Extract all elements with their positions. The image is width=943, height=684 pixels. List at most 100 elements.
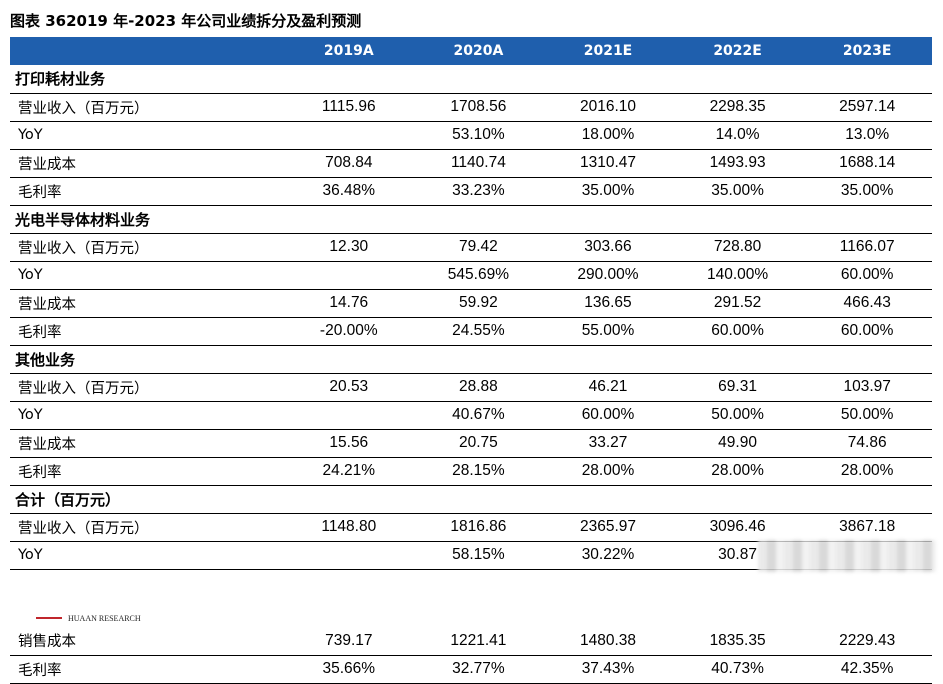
- row-label: 营业收入（百万元）: [18, 100, 149, 117]
- cell-value: 35.00%: [840, 182, 894, 199]
- section-header-row: 合计（百万元）: [10, 485, 932, 513]
- cell-value: 1148.80: [321, 518, 377, 535]
- cell-value: 60.00%: [840, 322, 894, 339]
- row-label: 毛利率: [18, 662, 62, 679]
- table-row: 营业成本 708.84 1140.74 1310.47 1493.93 1688.14: [10, 149, 932, 177]
- cell-value: 28.00%: [581, 462, 635, 479]
- cell-value: 20.53: [329, 378, 369, 395]
- cell-value: 40.67%: [452, 406, 505, 423]
- section-title: 打印耗材业务: [15, 70, 106, 89]
- row-label: YoY: [18, 267, 43, 283]
- blurred-watermark-overlay: [758, 540, 936, 572]
- cell-value: 1688.14: [839, 154, 896, 171]
- cell-value: 50.00%: [711, 406, 764, 423]
- cost-margin-table: 销售成本 739.17 1221.41 1480.38 1835.35 2229.43 毛利…: [10, 627, 932, 684]
- figure-caption: 图表 362019 年-2023 年公司业绩拆分及盈利预测: [10, 12, 362, 30]
- cell-value: 20.75: [458, 434, 498, 451]
- table-row: 毛利率 24.21% 28.15% 28.00% 28.00% 28.00%: [10, 457, 932, 485]
- cell-value: 1835.35: [709, 631, 766, 649]
- row-label: 毛利率: [18, 324, 62, 341]
- cell-value: 13.0%: [845, 126, 890, 143]
- cell-value: 1221.41: [450, 631, 507, 649]
- cell-value: 1166.07: [839, 238, 895, 255]
- cell-value: 37.43%: [581, 660, 635, 677]
- section-title: 其他业务: [15, 350, 76, 369]
- cell-value: 1816.86: [450, 518, 507, 535]
- cell-value: 46.21: [588, 378, 628, 395]
- cell-value: 58.15%: [452, 546, 505, 563]
- row-label: 销售成本: [18, 634, 76, 651]
- cell-value: 103.97: [843, 378, 891, 395]
- row-label: 毛利率: [18, 464, 62, 481]
- table-header-row: 2019A 2020A 2021E 2022E 2023E: [10, 37, 932, 65]
- cell-value: 79.42: [458, 238, 498, 255]
- section-header-row: 其他业务: [10, 345, 932, 373]
- table-row: 营业收入（百万元） 12.30 79.42 303.66 728.80 1166.07: [10, 233, 932, 261]
- cell-value: 2365.97: [579, 518, 636, 535]
- cell-value: 728.80: [713, 238, 762, 255]
- cell-value: 12.30: [329, 238, 369, 255]
- cell-value: 2597.14: [839, 98, 896, 115]
- row-label: 营业收入（百万元）: [18, 380, 149, 397]
- cell-value: 24.21%: [322, 462, 376, 479]
- row-label: YoY: [18, 547, 43, 563]
- table-row: YoY 40.67% 60.00% 50.00% 50.00%: [10, 401, 932, 429]
- cell-value: 136.65: [584, 294, 632, 311]
- cell-value: 303.66: [584, 238, 632, 255]
- cell-value: [284, 401, 414, 429]
- header-2021e: 2021E: [583, 43, 633, 59]
- row-label: 营业成本: [18, 156, 76, 173]
- cell-value: 28.00%: [711, 462, 764, 479]
- cell-value: 2298.35: [709, 98, 766, 115]
- header-2019a: 2019A: [323, 43, 374, 59]
- cell-value: 60.00%: [711, 322, 764, 339]
- header-2020a: 2020A: [453, 43, 504, 59]
- cell-value: 50.00%: [840, 406, 894, 423]
- cell-value: 1493.93: [709, 154, 766, 171]
- cell-value: 60.00%: [581, 406, 635, 423]
- cell-value: 53.10%: [452, 126, 505, 143]
- cell-value: 545.69%: [447, 266, 509, 283]
- table-row: 毛利率 35.66% 32.77% 37.43% 40.73% 42.35%: [10, 655, 932, 683]
- cell-value: 18.00%: [581, 126, 635, 143]
- cell-value: 33.23%: [452, 182, 505, 199]
- cell-value: 2016.10: [579, 98, 636, 115]
- section-title: 光电半导体材料业务: [15, 210, 151, 229]
- cell-value: 1115.96: [321, 98, 376, 115]
- cell-value: 30.22%: [581, 546, 635, 563]
- section-title: 合计（百万元）: [15, 490, 121, 509]
- table-row: 毛利率 36.48% 33.23% 35.00% 35.00% 35.00%: [10, 177, 932, 205]
- cell-value: 24.55%: [452, 322, 505, 339]
- section-header-row: 光电半导体材料业务: [10, 205, 932, 233]
- cell-value: 739.17: [325, 631, 373, 649]
- cell-value: 60.00%: [840, 266, 894, 283]
- table-row: 营业成本 14.76 59.92 136.65 291.52 466.43: [10, 289, 932, 317]
- watermark-text: HUAAN RESEARCH: [68, 613, 141, 623]
- cell-value: 32.77%: [452, 660, 505, 677]
- table-row: 营业成本 15.56 20.75 33.27 49.90 74.86: [10, 429, 932, 457]
- table-row: YoY 53.10% 18.00% 14.0% 13.0%: [10, 121, 932, 149]
- header-2022e: 2022E: [713, 43, 762, 59]
- table-row: 营业收入（百万元） 1115.96 1708.56 2016.10 2298.35 259…: [10, 93, 932, 121]
- cell-value: 35.00%: [581, 182, 635, 199]
- cell-value: 291.52: [713, 294, 762, 311]
- row-label: YoY: [18, 407, 43, 423]
- cell-value: 35.66%: [322, 660, 376, 677]
- cell-value: 1480.38: [579, 631, 636, 649]
- row-label: 毛利率: [18, 184, 62, 201]
- cell-value: 28.15%: [452, 462, 505, 479]
- cell-value: [284, 261, 414, 289]
- table-row: 营业收入（百万元） 1148.80 1816.86 2365.97 3096.46 386…: [10, 513, 932, 541]
- cell-value: 3096.46: [709, 518, 766, 535]
- cell-value: 28.00%: [840, 462, 894, 479]
- watermark-logo: HUAAN RESEARCH: [36, 612, 141, 624]
- cell-value: 36.48%: [322, 182, 376, 199]
- logo-mark-icon: [36, 617, 62, 619]
- cell-value: -20.00%: [319, 322, 378, 339]
- section-header-row: 打印耗材业务: [10, 65, 932, 93]
- cell-value: 55.00%: [581, 322, 635, 339]
- cell-value: 140.00%: [706, 266, 769, 283]
- cell-value: 1140.74: [450, 154, 506, 171]
- cell-value: 708.84: [325, 154, 373, 171]
- header-blank: [10, 37, 284, 65]
